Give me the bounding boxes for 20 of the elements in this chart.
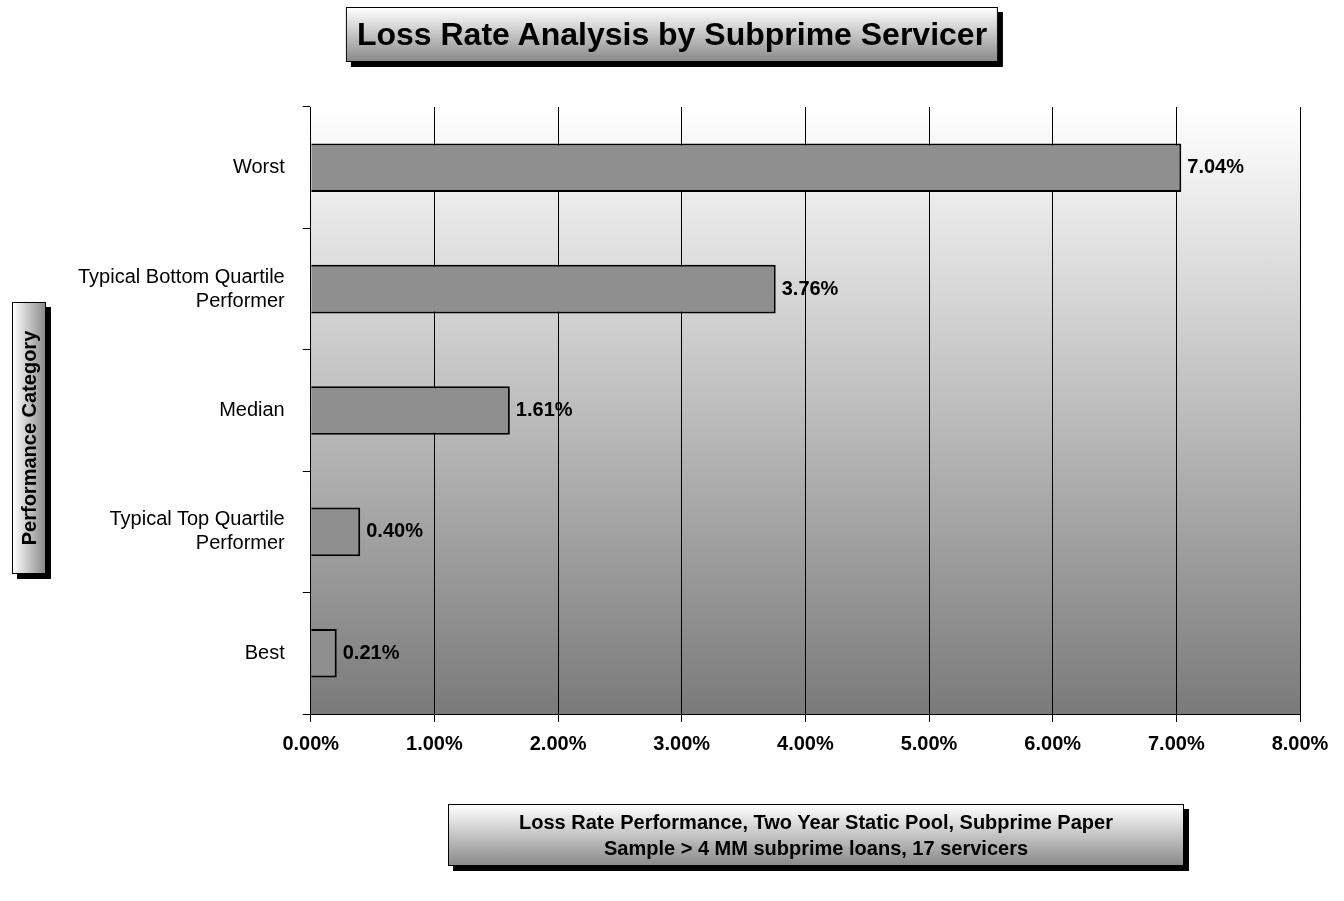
data-label: 0.21% (342, 640, 400, 663)
x-tick-label: 3.00% (653, 731, 711, 754)
x-tick-label: 2.00% (529, 731, 587, 754)
y-tick-label: Best (244, 640, 286, 663)
chart-title: Loss Rate Analysis by Subprime Servicer (345, 7, 999, 62)
y-axis-title: Performance Category (17, 330, 41, 546)
y-tick-label: Median (219, 398, 285, 421)
data-label: 7.04% (1187, 155, 1245, 178)
x-tick-label: 0.00% (282, 731, 340, 754)
x-tick-label: 1.00% (406, 731, 463, 754)
x-tick-label: 5.00% (900, 731, 958, 754)
y-tick-label: Typical Bottom Quartile Performer (78, 264, 286, 311)
x-tick-label: 7.00% (1147, 731, 1205, 754)
x-axis-title: Loss Rate Performance, Two Year Static Pool, Subprime Paper Sample > 4 MM subprime loans, 17 servicers (448, 804, 1184, 866)
y-tick-label: Typical Top Quartile Performer (109, 507, 286, 554)
y-tick-label: Worst (232, 155, 286, 178)
x-tick-label: 8.00% (1271, 731, 1329, 754)
x-tick-label: 6.00% (1024, 731, 1082, 754)
data-label: 0.40% (366, 519, 424, 542)
x-tick-label: 4.00% (777, 731, 834, 754)
